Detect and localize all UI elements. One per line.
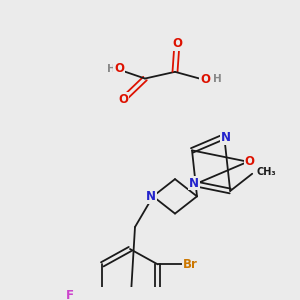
- Text: F: F: [66, 289, 74, 300]
- Text: O: O: [200, 73, 210, 86]
- Text: H: H: [213, 74, 221, 85]
- Text: Br: Br: [183, 258, 198, 271]
- Text: N: N: [221, 131, 231, 144]
- Text: O: O: [245, 155, 255, 168]
- Text: N: N: [146, 190, 156, 203]
- Text: CH₃: CH₃: [256, 167, 276, 177]
- Text: O: O: [118, 93, 128, 106]
- Text: N: N: [189, 176, 199, 190]
- Text: O: O: [114, 62, 124, 76]
- Text: H: H: [106, 64, 116, 74]
- Text: O: O: [172, 37, 182, 50]
